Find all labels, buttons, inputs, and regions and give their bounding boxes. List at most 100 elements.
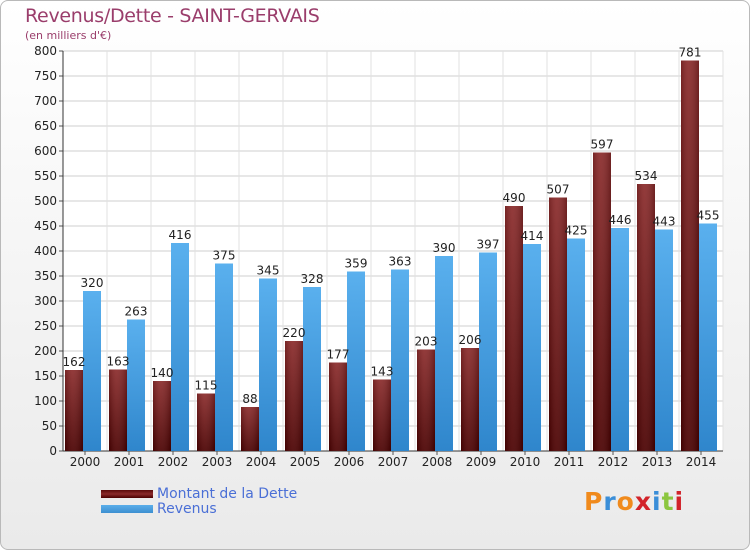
data-label-dette: 115 (195, 379, 218, 393)
data-label-revenus: 425 (565, 224, 588, 238)
y-tick-label: 550 (34, 169, 57, 183)
bar-revenus (171, 243, 189, 451)
x-tick-label: 2005 (290, 455, 321, 469)
y-tick-label: 400 (34, 244, 57, 258)
bar-dette-shade (373, 379, 391, 451)
bar-revenus (391, 269, 409, 451)
y-tick-label: 800 (34, 44, 57, 58)
legend-swatch-dette (101, 490, 153, 498)
x-tick-label: 2014 (686, 455, 717, 469)
data-label-revenus: 263 (125, 305, 148, 319)
legend-label-revenus: Revenus (157, 501, 217, 517)
logo-letter: o (616, 487, 635, 516)
bar-dette-shade (505, 206, 523, 451)
bar-dette-shade (65, 370, 83, 451)
data-label-revenus: 455 (697, 209, 720, 223)
bar-revenus (479, 252, 497, 451)
bar-dette-shade (637, 184, 655, 451)
bar-revenus (699, 223, 717, 451)
proxiti-logo: Proxiti (584, 487, 684, 516)
bar-dette-shade (285, 341, 303, 451)
bar-dette-shade (241, 407, 259, 451)
y-tick-label: 500 (34, 194, 57, 208)
data-label-dette: 220 (283, 326, 306, 340)
legend-swatch-revenus (101, 505, 153, 513)
bar-revenus (435, 256, 453, 451)
bar-revenus (567, 238, 585, 451)
x-tick-label: 2011 (554, 455, 585, 469)
data-label-dette: 203 (415, 335, 438, 349)
chart-subtitle: (en milliers d'€) (25, 29, 112, 42)
y-tick-label: 0 (49, 444, 57, 458)
bar-revenus (611, 228, 629, 451)
x-tick-label: 2004 (246, 455, 277, 469)
bar-dette-shade (549, 197, 567, 451)
data-label-revenus: 443 (653, 215, 676, 229)
data-label-revenus: 375 (213, 249, 236, 263)
y-tick-label: 250 (34, 319, 57, 333)
data-label-revenus: 397 (477, 238, 500, 252)
data-label-revenus: 328 (301, 272, 324, 286)
y-tick-label: 50 (42, 419, 57, 433)
y-tick-label: 750 (34, 69, 57, 83)
data-label-dette: 490 (503, 191, 526, 205)
y-tick-label: 150 (34, 369, 57, 383)
y-tick-label: 650 (34, 119, 57, 133)
bar-dette-shade (681, 60, 699, 451)
data-label-dette: 781 (679, 46, 702, 60)
y-tick-label: 600 (34, 144, 57, 158)
data-label-revenus: 416 (169, 228, 192, 242)
bar-dette-shade (461, 348, 479, 451)
data-label-dette: 140 (151, 366, 174, 380)
x-tick-label: 2013 (642, 455, 673, 469)
y-tick-label: 300 (34, 294, 57, 308)
bar-revenus (347, 271, 365, 451)
data-label-revenus: 414 (521, 229, 544, 243)
data-label-revenus: 320 (81, 276, 104, 290)
x-tick-label: 2006 (334, 455, 365, 469)
logo-letter: i (652, 487, 662, 516)
y-tick-label: 700 (34, 94, 57, 108)
data-label-dette: 143 (371, 365, 394, 379)
logo-letter: r (603, 487, 617, 516)
data-label-dette: 534 (635, 169, 658, 183)
x-tick-label: 2009 (466, 455, 497, 469)
y-tick-label: 450 (34, 219, 57, 233)
data-label-dette: 597 (591, 138, 614, 152)
data-label-dette: 507 (547, 183, 570, 197)
bar-revenus (127, 319, 145, 451)
x-tick-label: 2010 (510, 455, 541, 469)
x-tick-label: 2008 (422, 455, 453, 469)
bar-dette-shade (417, 349, 435, 451)
y-tick-label: 100 (34, 394, 57, 408)
data-label-dette: 177 (327, 348, 350, 362)
data-label-revenus: 363 (389, 255, 412, 269)
bar-chart: 0 50 100 150 200 250 300 350 400 450 500 550 600 650 7… (34, 44, 724, 469)
bar-dette-shade (329, 362, 347, 451)
chart-title: Revenus/Dette - SAINT-GERVAIS (25, 5, 320, 27)
data-label-dette: 206 (459, 333, 482, 347)
x-tick-label: 2003 (202, 455, 233, 469)
bar-revenus (655, 229, 673, 451)
data-label-dette: 88 (242, 392, 257, 406)
x-tick-label: 2000 (70, 455, 101, 469)
data-label-revenus: 345 (257, 264, 280, 278)
bar-dette-shade (109, 369, 127, 451)
bar-dette-shade (197, 393, 215, 451)
legend-label-dette: Montant de la Dette (157, 486, 298, 502)
data-label-revenus: 390 (433, 241, 456, 255)
bar-dette-shade (153, 381, 171, 451)
bar-revenus (523, 244, 541, 451)
data-label-revenus: 359 (345, 257, 368, 271)
x-tick-label: 2012 (598, 455, 629, 469)
y-tick-label: 350 (34, 269, 57, 283)
x-tick-label: 2007 (378, 455, 409, 469)
y-tick-label: 200 (34, 344, 57, 358)
logo-letter: i (674, 487, 685, 516)
x-tick-label: 2001 (114, 455, 145, 469)
bar-revenus (83, 291, 101, 451)
bar-revenus (303, 287, 321, 451)
bar-dette-shade (593, 152, 611, 451)
data-label-revenus: 446 (609, 213, 632, 227)
